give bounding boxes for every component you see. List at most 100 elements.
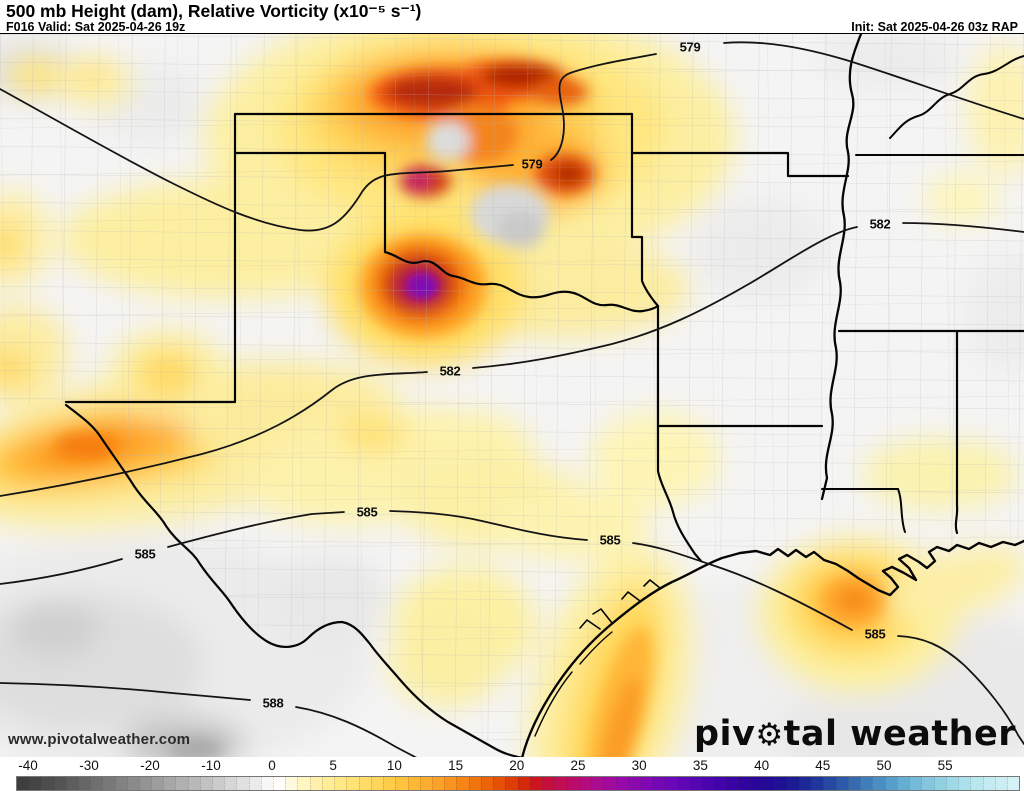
- map-area: 579 579 582 582 585 585 585 585 588 www.pivotalw…: [0, 33, 1024, 758]
- height-contours: [0, 41, 1024, 758]
- colorbar-cell: [321, 777, 335, 790]
- colorbar-cell: [187, 777, 200, 790]
- colorbar-cell: [444, 777, 457, 790]
- colorbar-cell: [126, 777, 139, 790]
- colorbar-tick-label: 50: [876, 758, 892, 773]
- colorbar-cell: [395, 777, 408, 790]
- colorbar-cell: [725, 777, 738, 790]
- mississippi-river: [820, 34, 863, 501]
- colorbar-cell: [945, 777, 959, 790]
- colorbar-cell: [53, 777, 66, 790]
- colorbar-tick-labels: -40 -30 -20 -10 0 5 10 15 20 25 30 35 40 45 50 55: [0, 758, 1024, 774]
- colorbar-cell: [199, 777, 212, 790]
- watermark: www.pivotalweather.com: [8, 731, 191, 748]
- contour-585: [0, 510, 1024, 745]
- colorbar-cell: [138, 777, 152, 790]
- colorbar-cell: [713, 777, 726, 790]
- page-title: 500 mb Height (dam), Relative Vorticity …: [6, 1, 422, 21]
- red-river-border: [383, 250, 660, 313]
- colorbar-cell: [65, 777, 78, 790]
- colorbar-cell: [603, 777, 616, 790]
- colorbar-tick-label: 5: [329, 758, 337, 773]
- colorbar-cell: [90, 777, 103, 790]
- colorbar-cell: [799, 777, 812, 790]
- contour-labels: 579 579 582 582 585 585 585 585 588: [135, 40, 891, 711]
- colorbar-cell: [224, 777, 237, 790]
- colorbar-cell: [102, 777, 115, 790]
- colorbar-tick-label: -20: [140, 758, 160, 773]
- colorbar-cell: [29, 777, 42, 790]
- contour-label: 585: [357, 505, 378, 520]
- header: 500 mb Height (dam), Relative Vorticity …: [0, 0, 1024, 34]
- colorbar-tick-label: -10: [201, 758, 221, 773]
- colorbar-cell: [909, 777, 922, 790]
- colorbar-tick-label: 55: [937, 758, 953, 773]
- contour-579: [0, 41, 1024, 232]
- colorbar-cell: [358, 777, 371, 790]
- contour-label: 582: [870, 217, 891, 232]
- colorbar-cell: [811, 777, 824, 790]
- colorbar-tick-label: 25: [570, 758, 586, 773]
- colorbar-cell: [419, 777, 432, 790]
- colorbar-cell: [431, 777, 445, 790]
- texas-east-border: [656, 304, 703, 563]
- contour-label: 585: [135, 547, 156, 562]
- valid-time-label: F016 Valid: Sat 2025-04-26 19z: [6, 20, 186, 34]
- colorbar-cell: [664, 777, 677, 790]
- colorbar-cell: [175, 777, 188, 790]
- mississippi-alabama-border: [954, 329, 959, 535]
- colorbar-cell: [163, 777, 176, 790]
- colorbar-cell: [774, 777, 787, 790]
- colorbar-cell: [505, 777, 518, 790]
- newmexico-border: [64, 112, 237, 404]
- logo-text-suffix: tal weather: [783, 714, 1016, 754]
- colorbar-cell: [750, 777, 763, 790]
- barrier-islands: [534, 631, 613, 737]
- contour-label: 588: [263, 696, 284, 711]
- colorbar-cell: [285, 777, 298, 790]
- louisiana-mississippi-border: [821, 488, 906, 533]
- colorbar-cell: [578, 777, 592, 790]
- colorbar-tick-label: 45: [815, 758, 831, 773]
- colorbar-cell: [77, 777, 91, 790]
- colorbar-cell: [17, 777, 30, 790]
- missouri-arkansas-border: [630, 151, 850, 178]
- colorbar-cell: [236, 777, 249, 790]
- colorbar-cell: [468, 777, 481, 790]
- colorbar-cell: [456, 777, 469, 790]
- colorbar-cell: [334, 777, 347, 790]
- colorbar-cell: [823, 777, 836, 790]
- contour-label: 585: [600, 533, 621, 548]
- colorbar-cell: [847, 777, 861, 790]
- gear-icon: ⚙: [755, 717, 784, 753]
- colorbar-cell: [1007, 777, 1020, 790]
- colorbar-cell: [41, 777, 54, 790]
- oklahoma-east-border: [630, 112, 660, 308]
- map-svg: 579 579 582 582 585 585 585 585 588: [0, 34, 1024, 758]
- colorbar-scale: [16, 776, 1021, 791]
- colorbar-cell: [958, 777, 971, 790]
- colorbar-cell: [860, 777, 873, 790]
- colorbar-cell: [652, 777, 665, 790]
- colorbar-cell: [309, 777, 322, 790]
- colorbar-cell: [896, 777, 910, 790]
- colorbar-cell: [151, 777, 164, 790]
- contour-label: 582: [440, 364, 461, 379]
- colorbar-cell: [921, 777, 934, 790]
- colorbar-cell: [212, 777, 225, 790]
- colorbar-cell: [493, 777, 506, 790]
- colorbar-cell: [554, 777, 567, 790]
- colorbar-cell: [933, 777, 946, 790]
- colorbar-cell: [737, 777, 751, 790]
- colorbar-cell: [517, 777, 530, 790]
- colorbar-cell: [615, 777, 628, 790]
- contour-label: 585: [865, 627, 886, 642]
- colorbar-cell: [383, 777, 396, 790]
- colorbar-tick-label: 0: [268, 758, 276, 773]
- contour-label: 579: [522, 157, 543, 172]
- colorbar-cell: [566, 777, 579, 790]
- colorbar-cell: [480, 777, 494, 790]
- colorbar-cell: [884, 777, 897, 790]
- coastal-bays: [579, 579, 661, 630]
